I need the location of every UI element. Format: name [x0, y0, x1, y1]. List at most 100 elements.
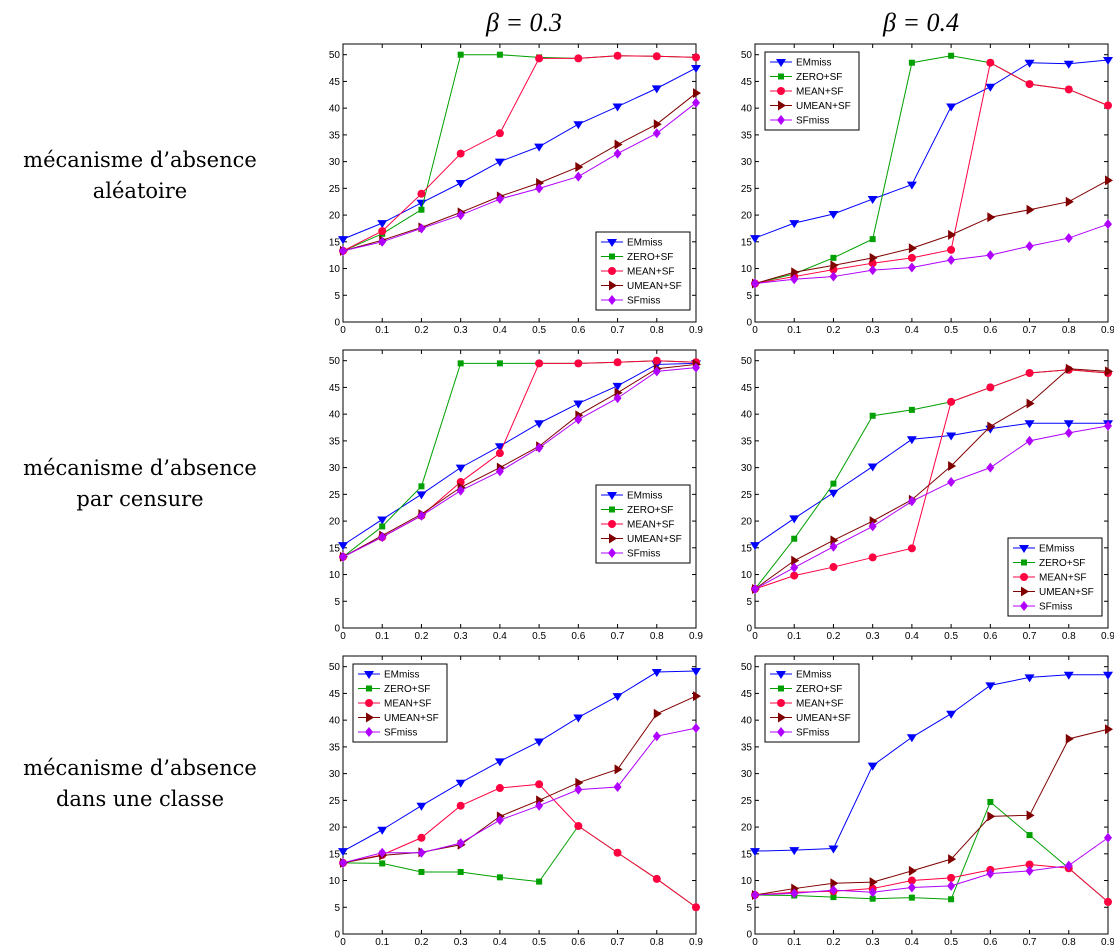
y-tick-label: 15 [329, 543, 341, 554]
legend-label: MEAN+SF [796, 699, 844, 710]
y-tick-label: 20 [741, 517, 753, 528]
legend-label: EMmiss [384, 670, 420, 681]
x-tick-label: 0.1 [787, 325, 801, 336]
data-point-sfmiss [378, 847, 387, 858]
legend-marker [609, 280, 617, 291]
legend-label: ZERO+SF [1039, 558, 1085, 569]
data-point-emmiss [416, 491, 427, 500]
x-tick-label: 0.5 [944, 631, 958, 642]
data-point-umean-plus-sf [908, 243, 917, 254]
data-point-emmiss [789, 515, 800, 524]
y-tick-label: 5 [334, 903, 340, 914]
data-point-sfmiss [868, 265, 877, 276]
chart-panel-4: 0 5 10 15 20 25 30 35 40 45 50 0 0.1 0.2 0.3 0.4 0.5 0.6 0… [741, 349, 1114, 642]
data-point-zero-plus-sf [869, 236, 876, 243]
data-point-umean-plus-sf [1065, 196, 1074, 207]
data-point-sfmiss [495, 466, 504, 477]
data-point-zero-plus-sf [908, 59, 915, 66]
series-line-zero-plus-sf [754, 801, 1109, 903]
x-tick-label: 0.5 [532, 937, 546, 947]
legend: EMmiss ZERO+SF MEAN+SF UMEAN+SF SFmiss [595, 231, 691, 311]
data-point-umean-plus-sf [791, 555, 800, 566]
data-point-umean-plus-sf [791, 267, 800, 278]
data-point-sfmiss [339, 857, 347, 868]
data-point-mean-plus-sf [1104, 897, 1112, 906]
series-line-mean-plus-sf [342, 55, 697, 252]
data-point-sfmiss [574, 414, 583, 425]
data-point-emmiss [534, 143, 545, 152]
data-point-zero-plus-sf [457, 360, 464, 367]
data-point-sfmiss [378, 236, 387, 247]
x-tick-label: 0 [340, 937, 346, 947]
x-tick-label: 0.3 [866, 631, 880, 642]
x-tick-label: 0.3 [866, 937, 880, 947]
series-line-sfmiss [754, 223, 1109, 285]
chart-panel-6: 0 5 10 15 20 25 30 35 40 45 50 0 0.1 0.2 0.3 0.4 0.5 0.6 0… [741, 655, 1114, 947]
y-tick-label: 10 [741, 264, 753, 275]
series-line-sfmiss [342, 367, 697, 558]
data-point-emmiss [612, 103, 623, 112]
x-tick-label: 0.2 [414, 631, 428, 642]
y-tick-label: 35 [329, 130, 341, 141]
data-point-umean-plus-sf [948, 461, 957, 472]
data-point-mean-plus-sf [495, 784, 504, 793]
data-point-zero-plus-sf [457, 51, 464, 58]
data-point-zero-plus-sf [908, 406, 915, 413]
data-point-sfmiss [751, 583, 759, 594]
x-tick-label: 0.4 [905, 937, 919, 947]
data-point-sfmiss [535, 442, 544, 453]
data-point-umean-plus-sf [1105, 175, 1113, 186]
data-point-emmiss [377, 516, 388, 525]
data-point-emmiss [416, 802, 427, 811]
x-tick-label: 0.6 [571, 631, 585, 642]
data-point-emmiss [338, 236, 348, 245]
y-tick-label: 40 [329, 410, 341, 421]
y-tick-label: 40 [741, 716, 753, 727]
x-tick-label: 0.6 [571, 325, 585, 336]
data-point-sfmiss [1025, 241, 1034, 252]
data-point-emmiss [789, 220, 800, 229]
data-point-sfmiss [1104, 219, 1112, 230]
x-tick-label: 0.5 [532, 631, 546, 642]
data-point-zero-plus-sf [908, 894, 915, 901]
chart-panel-3: 0 5 10 15 20 25 30 35 40 45 50 0 0.1 0.2 0.3 0.4 0.5 0.6 0… [329, 349, 703, 642]
data-point-mean-plus-sf [535, 54, 544, 63]
data-point-mean-plus-sf [417, 189, 426, 198]
legend-label: UMEAN+SF [627, 534, 682, 545]
data-point-emmiss [338, 542, 348, 551]
legend-marker [777, 87, 785, 95]
legend-label: MEAN+SF [627, 267, 675, 278]
data-point-emmiss [867, 762, 878, 771]
data-point-emmiss [828, 211, 839, 220]
row-label-2-line-2: par censure [76, 487, 203, 511]
row-label-2-line-1: mécanisme d’absence [23, 456, 257, 480]
x-tick-label: 0.8 [650, 631, 664, 642]
row-label-3-line-1: mécanisme d’absence [23, 756, 257, 780]
data-point-zero-plus-sf [830, 894, 837, 901]
y-tick-label: 0 [746, 930, 752, 941]
x-tick-label: 0.3 [454, 325, 468, 336]
x-tick-label: 0.2 [414, 937, 428, 947]
x-tick-label: 0 [752, 937, 758, 947]
data-point-zero-plus-sf [1026, 832, 1033, 839]
data-point-umean-plus-sf [1105, 724, 1113, 735]
data-point-sfmiss [907, 882, 916, 893]
data-point-zero-plus-sf [948, 52, 955, 59]
data-point-sfmiss [652, 128, 661, 139]
data-point-sfmiss [378, 532, 387, 543]
legend-label: SFmiss [796, 116, 829, 127]
data-point-umean-plus-sf [693, 88, 701, 99]
data-point-umean-plus-sf [1065, 733, 1074, 744]
y-tick-label: 35 [741, 742, 753, 753]
data-point-umean-plus-sf [575, 777, 584, 788]
x-tick-label: 0.1 [787, 937, 801, 947]
series-line-sfmiss [342, 727, 697, 864]
chart-panel-5: 0 5 10 15 20 25 30 35 40 45 50 0 0.1 0.2 0.3 0.4 0.5 0.6 0… [329, 655, 703, 947]
x-tick-label: 0.1 [787, 631, 801, 642]
x-tick-label: 0.9 [1101, 325, 1114, 336]
data-point-emmiss [612, 693, 623, 702]
data-point-mean-plus-sf [652, 52, 661, 61]
data-point-sfmiss [574, 784, 583, 795]
data-point-umean-plus-sf [614, 139, 623, 150]
data-point-sfmiss [1064, 233, 1073, 244]
